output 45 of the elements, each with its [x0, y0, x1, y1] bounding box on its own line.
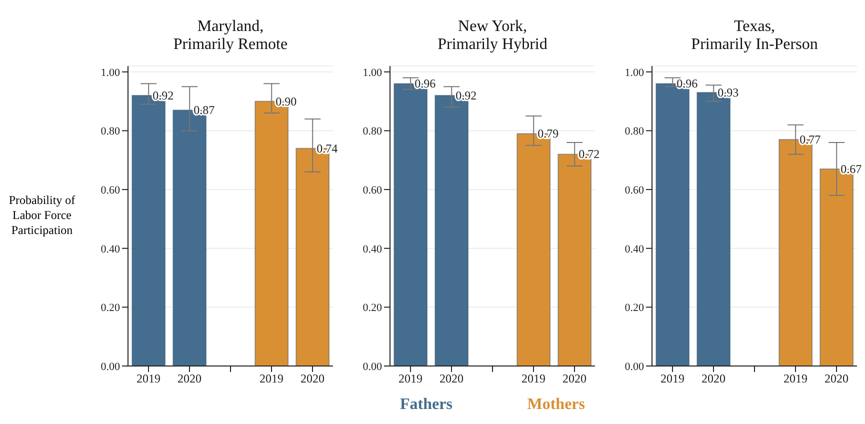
y-tick-label: 0.00 [362, 360, 382, 373]
y-tick-label: 0.80 [100, 126, 120, 138]
y-tick-label: 0.80 [362, 126, 382, 138]
y-tick-label: 0.00 [624, 360, 644, 373]
y-tick-label: 0.40 [624, 243, 644, 256]
x-tick-label: 2019 [522, 372, 546, 386]
y-tick-label: 1.00 [362, 66, 382, 79]
x-tick-label: 2020 [824, 372, 848, 386]
data-label: 0.79 [538, 126, 559, 141]
y-tick-label: 0.20 [100, 302, 120, 314]
y-tick-label: 0.60 [100, 184, 120, 196]
chart-title: Texas, Primarily In-Person [690, 18, 819, 55]
y-tick-label: 1.00 [100, 66, 120, 79]
x-tick-label: 2019 [260, 372, 284, 386]
x-tick-label: 2020 [562, 372, 586, 386]
data-label: 0.67 [840, 162, 862, 176]
y-tick-label: 0.40 [100, 243, 120, 256]
y-tick-label: 0.80 [624, 126, 644, 138]
x-tick-label: 2020 [300, 372, 324, 386]
series-label: Fathers [400, 396, 452, 414]
chart-title: New York, Primarily Hybrid [436, 18, 548, 55]
y-tick-label: 0.40 [362, 243, 382, 256]
y-tick-label: 0.20 [624, 302, 644, 314]
chart-title: Maryland, Primarily Remote [172, 18, 289, 55]
x-tick-label: 2020 [178, 372, 202, 386]
y-tick-label: 1.00 [624, 66, 644, 79]
data-label: 0.96 [414, 76, 436, 91]
data-label: 0.87 [194, 103, 215, 118]
data-label: 0.93 [718, 85, 739, 100]
data-label: 0.74 [316, 141, 338, 156]
y-tick-label: 0.20 [362, 302, 382, 314]
y-tick-label: 0.60 [362, 184, 382, 196]
x-tick-label: 2020 [702, 372, 726, 386]
x-tick-label: 2019 [136, 372, 160, 386]
y-tick-label: 0.60 [624, 184, 644, 196]
series-label: Mothers [527, 396, 585, 414]
x-tick-label: 2019 [784, 372, 808, 386]
y-tick-label: 0.00 [100, 360, 120, 373]
x-tick-label: 2019 [398, 372, 422, 386]
y-axis-title: Probability of Labor Force Participation [8, 192, 76, 238]
data-label: 0.96 [676, 76, 698, 91]
data-label: 0.90 [276, 94, 297, 108]
x-tick-label: 2019 [660, 372, 684, 386]
data-label: 0.77 [800, 132, 821, 147]
x-tick-label: 2020 [440, 372, 464, 386]
